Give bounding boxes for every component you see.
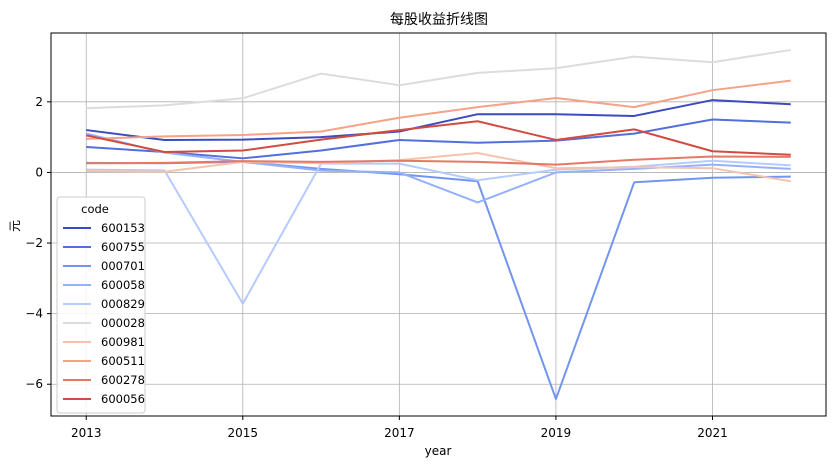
x-tick-label: 2015 [228, 426, 259, 440]
legend-label-000829: 000829 [101, 297, 145, 311]
y-tick-label: −2 [25, 236, 43, 250]
series-line-600056 [86, 120, 791, 156]
legend: code 600153 600755 000701 600058 000829 00002… [56, 196, 146, 414]
plot-frame [50, 32, 827, 417]
legend-title: code [81, 202, 109, 216]
series-line-000829 [86, 159, 791, 305]
x-tick-label: 2019 [541, 426, 572, 440]
chart-title: 每股收益折线图 [390, 12, 488, 28]
x-axis-label: year [425, 444, 452, 458]
y-tick-label: −4 [25, 307, 43, 321]
series-line-000028 [86, 48, 791, 110]
legend-label-600058: 600058 [101, 278, 145, 292]
y-tick-label: 0 [35, 165, 43, 179]
series-line-600755 [86, 118, 791, 160]
grid-layer [51, 33, 826, 416]
legend-items: 600153 600755 000701 600058 000829 000028 6009… [63, 221, 145, 406]
legend-label-600056: 600056 [101, 392, 145, 406]
legend-label-600755: 600755 [101, 240, 145, 254]
y-tick-label: −6 [25, 377, 43, 391]
series-layer [85, 48, 791, 401]
series-line-600153 [86, 99, 791, 141]
series-line-600981 [86, 152, 791, 183]
y-axis-label: 元 [8, 220, 22, 232]
series-line-600278 [86, 155, 791, 166]
tick-layer: 2013 2015 2017 2019 2021 2 0 −2 −4 −6 [25, 95, 727, 440]
x-tick-label: 2021 [697, 426, 728, 440]
legend-label-600278: 600278 [101, 373, 145, 387]
legend-label-600511: 600511 [101, 354, 145, 368]
legend-label-600981: 600981 [101, 335, 145, 349]
x-tick-label: 2017 [384, 426, 415, 440]
legend-label-000701: 000701 [101, 259, 145, 273]
x-tick-label: 2013 [71, 426, 102, 440]
legend-label-000028: 000028 [101, 316, 145, 330]
legend-box [56, 196, 146, 414]
legend-label-600153: 600153 [101, 221, 145, 235]
series-line-600511 [86, 79, 791, 140]
y-tick-label: 2 [35, 95, 43, 109]
